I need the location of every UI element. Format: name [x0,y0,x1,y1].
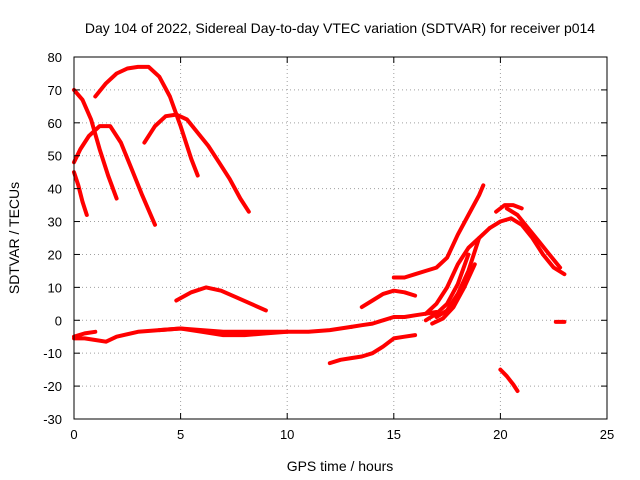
series-arc-9 [157,326,290,338]
plot-border [73,56,608,420]
series-arc-18 [494,203,524,214]
series-arc-2 [72,170,89,217]
x-tick-label: 0 [70,427,77,442]
y-tick-label: 30 [48,215,62,230]
series-arc-20 [504,206,563,270]
series-arc-5 [142,112,251,214]
y-tick-label: 60 [48,116,62,131]
series-arc-4 [93,64,200,178]
series-arc-19 [487,216,567,277]
y-axis-label: SDTVAR / TECUs [6,182,22,294]
y-tick-label: 20 [48,247,62,262]
series-arc-21 [498,367,520,393]
y-tick-label: -10 [43,346,62,361]
series-arc-8 [72,329,98,339]
tick-labels: 0 5 10 15 20 25 -30 -20 -10 0 10 20 30 40 50 60 70 80 [43,50,614,442]
y-tick-label: 70 [48,83,62,98]
axes-frame [73,56,608,420]
series-layer [72,64,567,393]
x-tick-label: 20 [493,427,507,442]
x-tick-label: 25 [600,427,614,442]
y-tick-label: 50 [48,149,62,164]
y-tick-label: 10 [48,280,62,295]
series-arc-10 [327,333,418,366]
series-arc-17 [423,252,471,323]
y-tick-label: 0 [55,313,62,328]
series-arc-6 [174,285,268,313]
series-arc-13 [391,183,486,280]
series-arc-12 [359,288,418,310]
y-tick-label: -20 [43,379,62,394]
x-tick-label: 10 [280,427,294,442]
series-arc-15 [434,236,482,319]
chart-title: Day 104 of 2022, Sidereal Day-to-day VTE… [85,20,595,36]
y-tick-label: 80 [48,50,62,65]
series-arc-11 [349,310,439,329]
series-arc-1 [72,87,119,201]
series-arc-16 [430,262,477,326]
y-tick-label: -30 [43,412,62,427]
x-tick-label: 15 [387,427,401,442]
grid [74,57,607,419]
series-arc-3 [72,124,157,227]
y-tick-label: 40 [48,182,62,197]
x-axis-label: GPS time / hours [287,458,394,474]
x-tick-label: 5 [177,427,184,442]
